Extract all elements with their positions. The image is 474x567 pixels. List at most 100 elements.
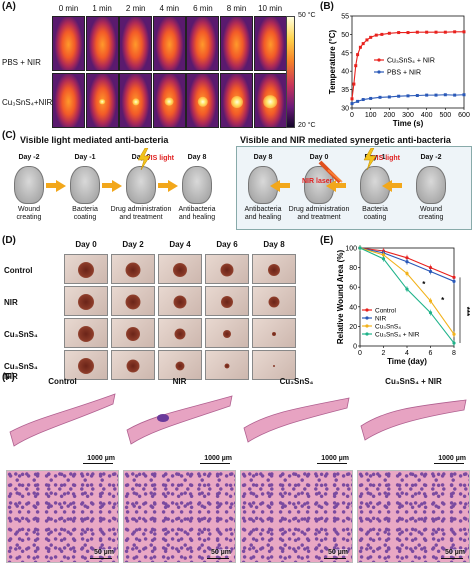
thermal-image-cu3sns4 <box>85 73 119 128</box>
wound <box>125 262 141 278</box>
thermal-image-cu3sns4 <box>152 73 186 128</box>
data-point <box>369 35 373 39</box>
y-tick-label: 50 <box>341 32 349 39</box>
arrow-icon <box>102 183 112 188</box>
wound <box>78 261 94 278</box>
wound-photo <box>252 254 296 284</box>
wound <box>221 295 233 308</box>
histology-group-label: Cu₃SnS₄ <box>279 377 314 386</box>
legend-marker <box>377 58 381 62</box>
data-point <box>443 30 447 34</box>
wound-photo <box>158 318 202 348</box>
data-point <box>434 93 438 97</box>
data-point <box>361 42 365 46</box>
mouse-icon <box>126 166 156 204</box>
x-axis-label: Time (s) <box>393 119 424 128</box>
data-point <box>378 95 382 99</box>
scale-label-big: 1000 µm <box>87 455 115 462</box>
colorbar-min-label: 20 °C <box>298 122 316 129</box>
data-point <box>369 96 373 100</box>
day-header: Day 0 <box>75 240 97 249</box>
y-tick-label: 40 <box>349 304 357 311</box>
group-label: NIR <box>4 298 18 307</box>
data-point <box>380 32 384 36</box>
wound-photo <box>111 318 155 348</box>
hotspot <box>263 94 277 109</box>
scale-bar <box>324 557 346 559</box>
data-point <box>406 31 410 35</box>
scale-bar <box>441 557 463 559</box>
data-point <box>350 102 354 106</box>
data-point <box>356 99 360 103</box>
histology-overview: 1000 µm <box>357 388 470 466</box>
arrow-icon <box>336 183 346 188</box>
histology-micrograph: 50 µm <box>6 470 119 563</box>
right-step-label: Drug administration and treatment <box>288 206 350 221</box>
wound-photo <box>111 254 155 284</box>
row-label-cu3sns4: Cu₃SnS₄+NIR <box>2 98 53 107</box>
arrow-right-icon <box>168 180 178 192</box>
legend-marker <box>377 70 381 74</box>
wound-photo <box>111 350 155 380</box>
histology-micrograph: 50 µm <box>123 470 236 563</box>
time-header: 8 min <box>226 4 247 13</box>
y-tick-label: 20 <box>349 324 357 331</box>
group-label: Cu₃SnS₄ <box>4 330 38 339</box>
thermal-image-cu3sns4 <box>52 73 85 128</box>
wound <box>173 262 187 277</box>
panel-d-label: (D) <box>2 235 16 246</box>
data-point <box>443 93 447 97</box>
significance-mark: *** <box>462 307 471 317</box>
x-tick-label: 100 <box>365 112 377 119</box>
vis-light-label-left: VIS light <box>146 155 174 162</box>
y-tick-label: 45 <box>341 50 349 57</box>
series-line <box>351 31 464 99</box>
inflammation-spot <box>157 414 169 422</box>
significance-mark: * <box>422 280 426 289</box>
arrow-icon <box>392 183 402 188</box>
wound <box>126 326 140 341</box>
legend-entry: PBS + NIR <box>387 70 421 77</box>
y-tick-label: 80 <box>349 265 357 272</box>
time-header: 1 min <box>92 4 112 13</box>
wound <box>174 328 186 340</box>
right-step-label: Bacteria coating <box>362 206 388 221</box>
histology-group-label: Control <box>48 377 77 386</box>
arrow-right-icon <box>112 180 122 192</box>
y-tick-label: 100 <box>345 246 357 253</box>
scale-bar <box>90 557 112 559</box>
time-header: 0 min <box>58 4 79 13</box>
left-step-label: Drug administration and treatment <box>110 206 172 221</box>
left-step-label: Antibacteria and healing <box>178 206 216 221</box>
left-day-label: Day -1 <box>74 154 96 161</box>
legend-marker <box>365 324 369 328</box>
wound <box>273 364 275 367</box>
x-tick-label: 0 <box>358 350 362 357</box>
wound <box>125 294 141 310</box>
y-tick-label: 35 <box>341 87 349 94</box>
x-tick-label: 0 <box>350 112 354 119</box>
right-day-label: Day 0 <box>309 154 329 161</box>
row-label-pbs: PBS + NIR <box>2 58 41 67</box>
hotspot <box>164 97 174 106</box>
thermal-image-pbs <box>186 16 220 71</box>
vis-light-label-right: VIS light <box>372 155 400 162</box>
time-header: 4 min <box>159 4 180 13</box>
scale-label-small: 50 µm <box>328 549 348 556</box>
arrow-icon <box>280 183 290 188</box>
time-header: 10 min <box>258 4 283 13</box>
arrow-right-icon <box>56 180 66 192</box>
panel-a-label: (A) <box>2 1 16 12</box>
scale-label-small: 50 µm <box>94 549 114 556</box>
x-tick-label: 400 <box>421 112 433 119</box>
wound <box>78 293 94 310</box>
data-point <box>354 64 358 68</box>
data-point <box>374 33 378 37</box>
wound <box>223 329 231 338</box>
legend-marker <box>365 316 369 320</box>
day-header: Day 8 <box>263 240 285 249</box>
data-point <box>425 30 429 34</box>
data-point <box>356 53 360 57</box>
panel-b-label: (B) <box>320 1 334 12</box>
x-tick-label: 8 <box>452 350 456 357</box>
